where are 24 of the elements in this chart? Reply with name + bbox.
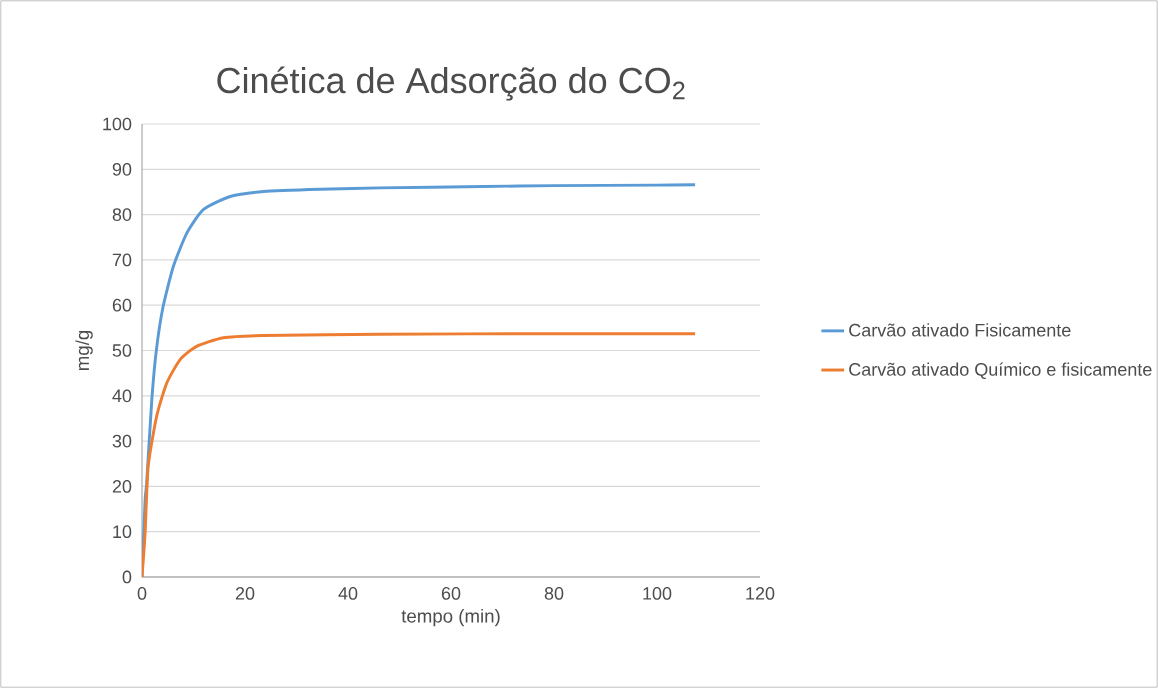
x-tick-label: 20 [235,587,255,600]
chart-title: Cinética de Adsorção do CO$_{2}$ [217,66,685,101]
y-tick-label: 100 [103,117,132,131]
x-tick-label: 120 [746,587,775,600]
x-tick-label: 40 [338,587,358,600]
y-tick-label: 90 [112,162,132,176]
y-tick-label: 10 [113,525,132,539]
y-axis-title: mg/g [75,330,93,371]
y-tick-label: 20 [112,480,132,493]
x-tick-label: 60 [441,587,461,600]
line-series [142,332,697,577]
y-tick-label: 80 [112,208,132,221]
x-tick-label: 0 [137,587,147,600]
legend-label: Carvão ativado Químico e fisicamente [849,362,1152,380]
y-tick-label: 40 [112,389,132,403]
x-tick-label: 80 [544,587,564,600]
y-tick-label: 70 [112,253,132,267]
x-tick-label: 100 [643,587,672,600]
x-axis-title: tempo (min) [401,608,500,627]
y-tick-label: 50 [112,344,132,357]
legend-label: Carvão ativado Fisicamente [849,323,1071,337]
y-tick-label: 0 [122,570,132,584]
y-tick-label: 30 [112,434,132,448]
y-tick-label: 60 [112,298,132,312]
